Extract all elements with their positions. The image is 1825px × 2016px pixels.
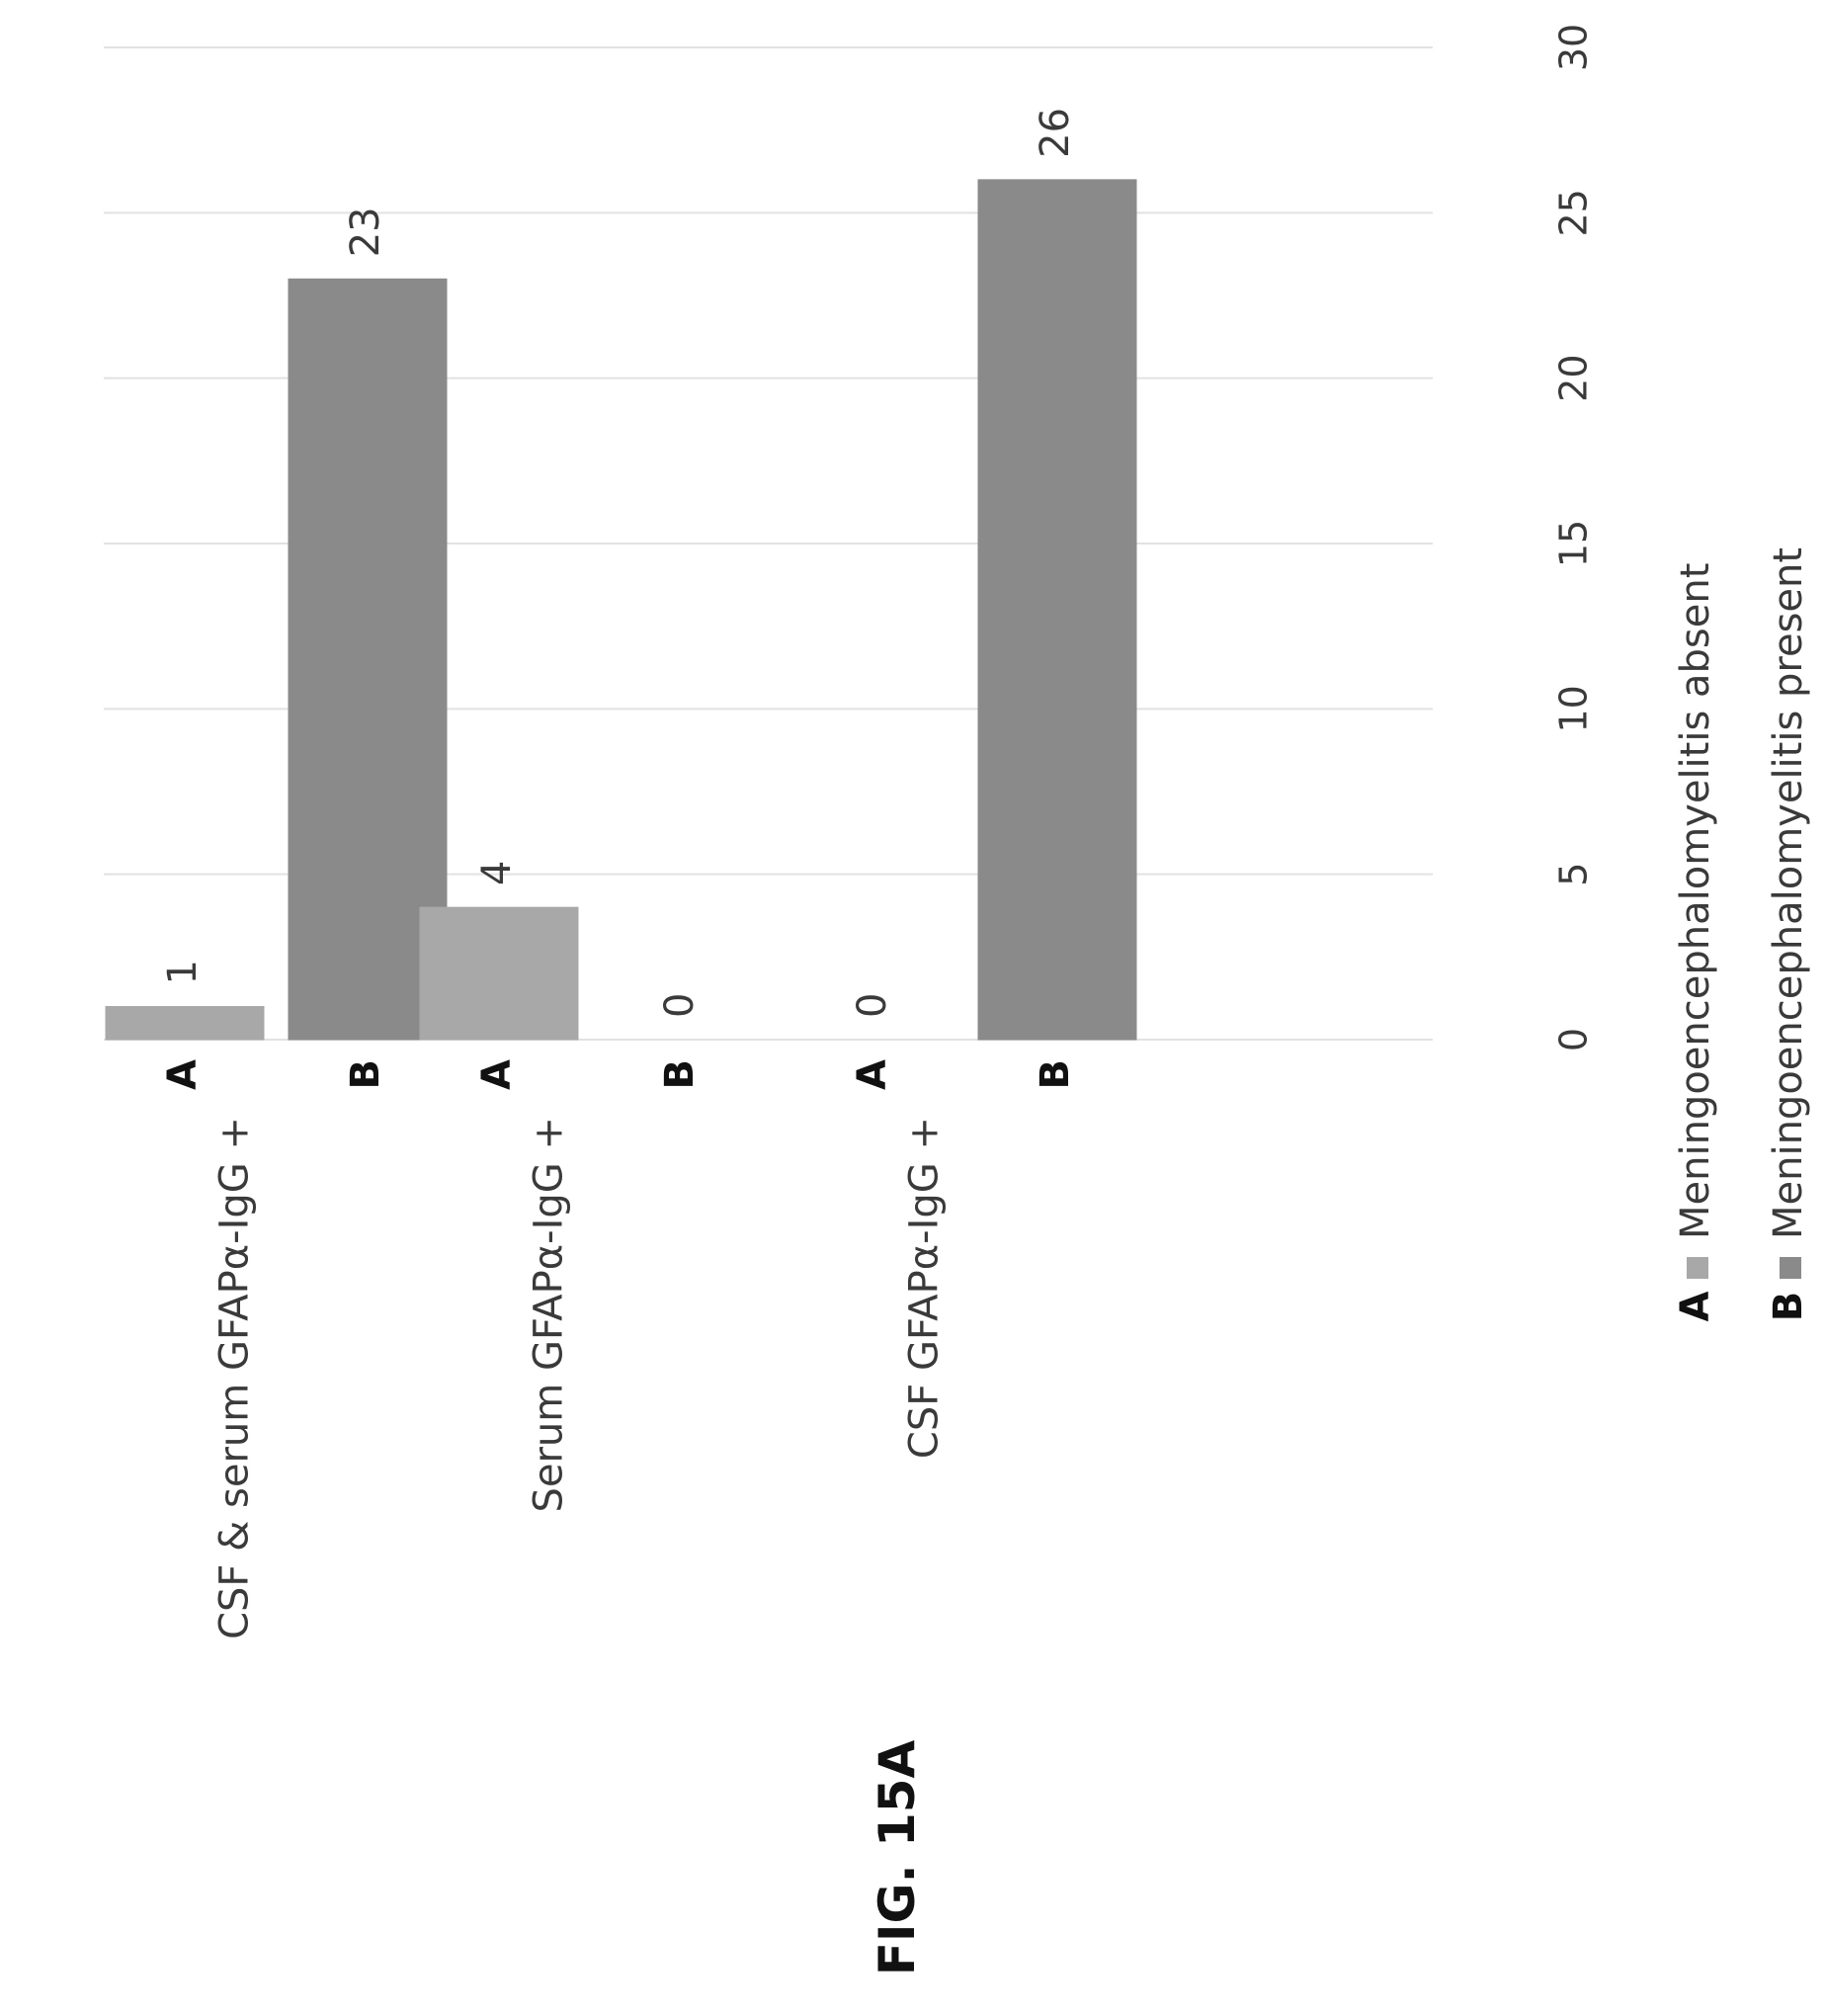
tick-label: 15	[1552, 520, 1596, 567]
data-label: 0	[850, 993, 895, 1018]
legend-label: Meningoencephalomyelitis absent	[1673, 563, 1718, 1239]
legend-swatch	[1687, 1257, 1708, 1279]
figure-label: FIG. 15A	[869, 1739, 926, 1975]
data-label: 4	[474, 861, 520, 885]
bar	[977, 179, 1137, 1041]
legend-key: B	[1766, 1292, 1811, 1322]
category-label: CSF GFAPα-IgG +	[902, 1117, 948, 1459]
legend: A Meningoencephalomyelitis absent B Meningo…	[1673, 547, 1811, 1322]
data-label: 0	[657, 993, 703, 1018]
data-label: 23	[343, 207, 388, 257]
bar-key-label: A	[474, 1059, 520, 1090]
bar-key-label: A	[160, 1059, 206, 1090]
data-label: 26	[1033, 108, 1078, 158]
bar-key-label: A	[850, 1059, 895, 1090]
tick-label: 10	[1552, 685, 1596, 732]
tick-label: 30	[1552, 24, 1596, 71]
bar-key-label: B	[1033, 1059, 1078, 1090]
legend-key: A	[1673, 1291, 1718, 1321]
tick-label: 25	[1552, 189, 1596, 236]
bar-key-label: B	[657, 1059, 703, 1090]
bar	[419, 906, 579, 1041]
legend-label: Meningoencephalomyelitis present	[1766, 547, 1811, 1239]
tick-label: 0	[1552, 1028, 1596, 1051]
category-label: Serum GFAPα-IgG +	[527, 1117, 572, 1513]
bar	[105, 1006, 265, 1041]
legend-swatch	[1780, 1257, 1801, 1279]
tick-label: 5	[1552, 863, 1596, 886]
category-label: CSF & serum GFAPα-IgG +	[212, 1117, 258, 1639]
plot-area: 1 A 23 B CSF & serum GFAPα-IgG + 4 A 0 B Serum GF…	[104, 24, 1596, 1639]
data-label: 1	[160, 960, 206, 984]
tick-label: 20	[1552, 354, 1596, 401]
bar-key-label: B	[343, 1059, 388, 1090]
